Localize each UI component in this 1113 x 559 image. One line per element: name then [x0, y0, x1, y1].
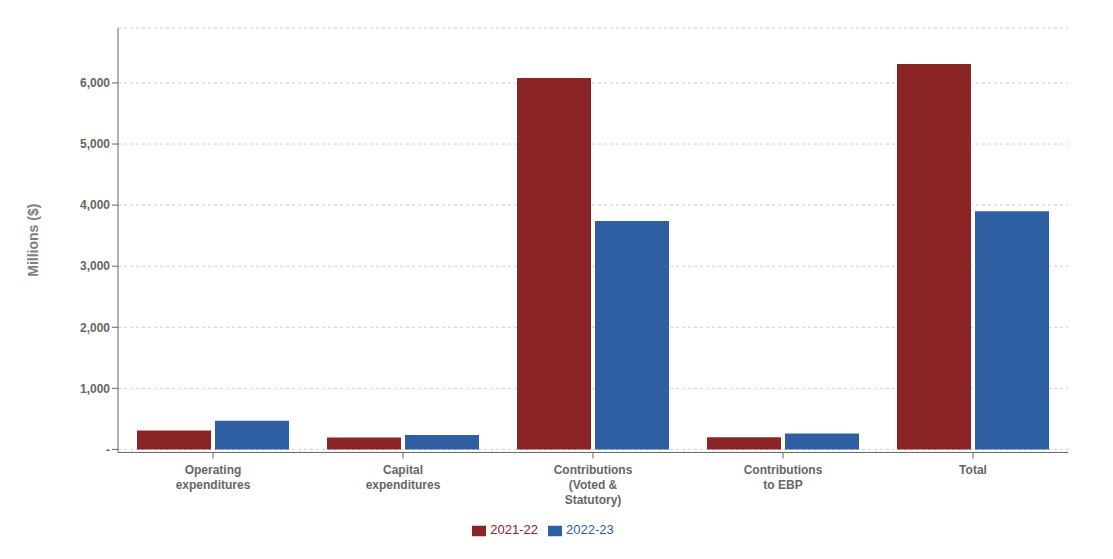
svg-text:Millions ($): Millions ($) — [25, 204, 41, 277]
svg-text:Operatingexpenditures: Operatingexpenditures — [176, 463, 251, 492]
svg-text:3,000: 3,000 — [80, 259, 110, 273]
svg-text:Capitalexpenditures: Capitalexpenditures — [366, 463, 441, 492]
svg-text:6,000: 6,000 — [80, 76, 110, 90]
svg-text:-: - — [106, 443, 110, 457]
svg-text:Contributionsto EBP: Contributionsto EBP — [744, 463, 823, 492]
svg-text:5,000: 5,000 — [80, 137, 110, 151]
svg-text:4,000: 4,000 — [80, 198, 110, 212]
svg-text:Total: Total — [959, 463, 987, 477]
svg-text:Contributions(Voted &Statutory: Contributions(Voted &Statutory) — [554, 463, 633, 507]
html-text:2022-23: 2022-23 — [566, 522, 614, 538]
svg-text:2,000: 2,000 — [80, 321, 110, 335]
html-text:2021-22: 2021-22 — [490, 522, 538, 538]
svg-text:1,000: 1,000 — [80, 382, 110, 396]
